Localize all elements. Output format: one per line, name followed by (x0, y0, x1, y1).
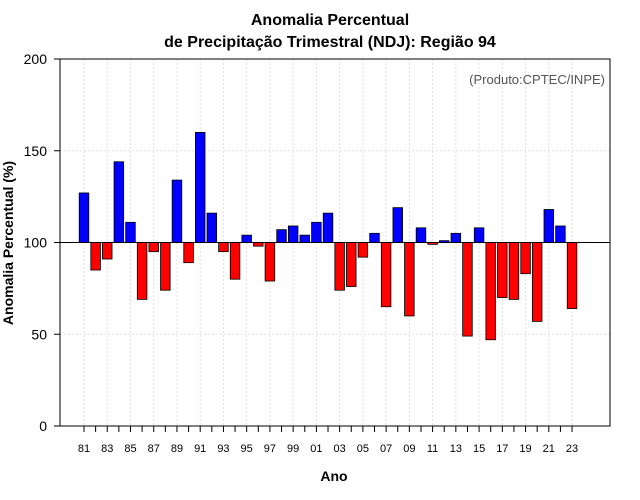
bar-2022 (555, 225, 566, 243)
y-tick-label: 50 (31, 326, 47, 342)
bar-2016 (485, 242, 496, 341)
x-tick-label: 89 (171, 443, 183, 455)
bar-2002 (322, 212, 334, 243)
bar-2006 (369, 232, 380, 243)
x-tick-label: 15 (473, 443, 485, 455)
bar-2023 (566, 242, 578, 309)
x-tick-label: 87 (148, 443, 160, 455)
y-axis-label: Anomalia Percentual (%) (0, 161, 16, 325)
x-axis-label: Ano (320, 468, 347, 484)
x-tick-label: 97 (264, 443, 276, 455)
bar-1994 (229, 242, 241, 280)
bar-2015 (473, 227, 485, 243)
y-tick-label: 0 (39, 418, 47, 434)
x-tick-label: 23 (566, 443, 578, 455)
x-tick-label: 91 (194, 443, 206, 455)
bar-1992 (206, 212, 218, 243)
bar-1997 (264, 242, 276, 282)
bar-2010 (415, 227, 427, 243)
bar-1986 (136, 242, 148, 300)
bar-2014 (462, 242, 473, 337)
bar-2003 (334, 242, 345, 291)
bar-1998 (276, 229, 287, 243)
plot-frame (59, 58, 611, 427)
bar-2013 (450, 232, 462, 243)
x-tick-label: 81 (78, 443, 90, 455)
y-tick-label: 100 (24, 235, 48, 251)
y-axis-ticks: 0 50 100 150 200 (24, 51, 60, 434)
bar-1988 (160, 242, 171, 291)
bar-1999 (287, 225, 299, 243)
x-axis-ticks: 81 83 85 87 89 91 93 95 97 99 01 03 05 07 09 11 13 15 17 19… (78, 426, 578, 455)
x-tick-label: 95 (241, 443, 253, 455)
bar-1996 (253, 242, 264, 247)
bar-2005 (357, 242, 369, 258)
credit-label: (Produto:CPTEC/INPE) (469, 72, 605, 87)
grid-lines (60, 59, 610, 426)
x-tick-label: 99 (287, 443, 299, 455)
chart-title-line2: de Precipitação Trimestral (NDJ): Região… (164, 34, 496, 51)
x-tick-label: 13 (450, 443, 462, 455)
bar-2020 (531, 242, 543, 322)
bar-2017 (497, 242, 508, 298)
bar-1981 (78, 192, 90, 243)
x-tick-label: 11 (427, 443, 438, 455)
bar-1987 (148, 242, 159, 253)
bar-1982 (90, 242, 101, 271)
bar-1985 (125, 221, 136, 243)
x-tick-label: 93 (217, 443, 229, 455)
bar-2004 (346, 242, 357, 287)
x-tick-label: 21 (543, 443, 555, 455)
x-tick-label: 09 (403, 443, 415, 455)
bar-2001 (311, 221, 322, 243)
bar-1995 (241, 234, 252, 243)
y-tick-label: 150 (24, 143, 48, 159)
bar-2018 (508, 242, 520, 300)
x-tick-label: 01 (310, 443, 322, 455)
bar-2008 (392, 207, 403, 243)
chart-title-line1: Anomalia Percentual (251, 12, 409, 29)
x-tick-label: 17 (496, 443, 508, 455)
bar-2007 (380, 242, 392, 308)
x-tick-label: 19 (519, 443, 531, 455)
x-tick-label: 03 (334, 443, 346, 455)
bar-1984 (113, 161, 125, 243)
bar-1991 (194, 131, 206, 243)
bar-2021 (543, 209, 555, 243)
bar-2019 (520, 242, 531, 275)
bar-1989 (171, 179, 183, 243)
x-tick-label: 05 (357, 443, 369, 455)
bar-1990 (183, 242, 194, 264)
x-tick-label: 07 (380, 443, 392, 455)
x-tick-label: 83 (101, 443, 113, 455)
bar-2000 (299, 234, 310, 243)
bar-1983 (102, 242, 113, 260)
x-tick-label: 85 (124, 443, 136, 455)
bar-2009 (404, 242, 415, 317)
bar-1993 (218, 242, 229, 253)
y-tick-label: 200 (24, 51, 48, 67)
